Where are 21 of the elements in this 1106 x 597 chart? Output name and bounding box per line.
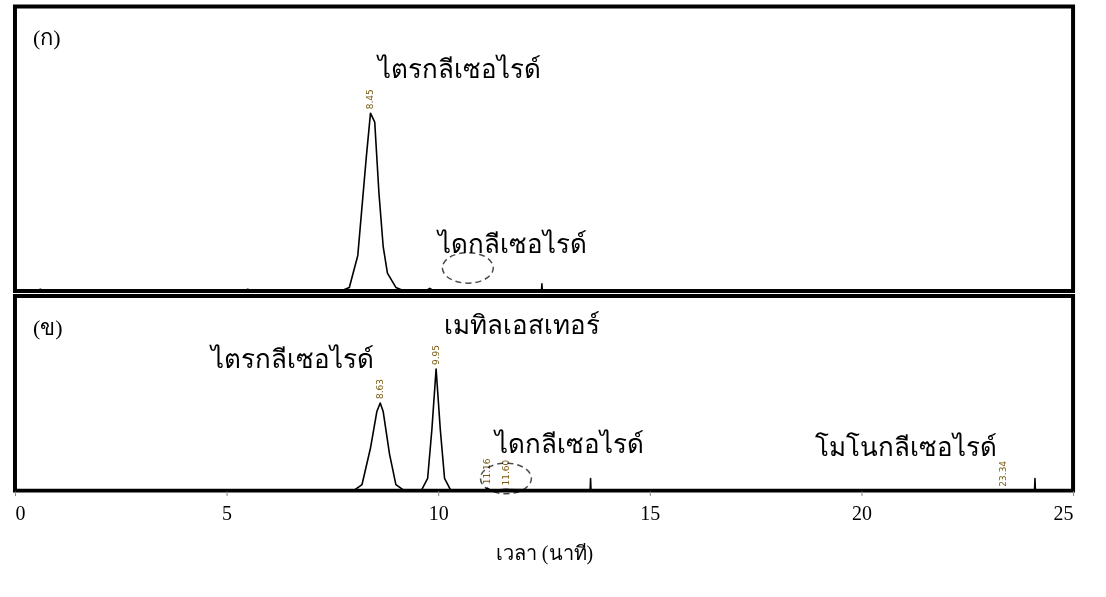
- annotation: ไตรกลีเซอไรด์: [209, 344, 375, 375]
- x-tick-label: 25: [1053, 502, 1074, 525]
- text: (ข): [32, 314, 63, 340]
- annotation: เมทิลเอสเทอร์: [444, 311, 601, 341]
- annotation: 11.16: [482, 458, 493, 485]
- annotation: ไดกลีเซอไรด์: [493, 429, 645, 460]
- annotation: 8.45: [365, 89, 376, 110]
- annotation: โมโนกลีเซอไรด์: [814, 431, 997, 462]
- annotation: 9.95: [431, 345, 442, 365]
- x-axis-title: เวลา (นาที): [495, 542, 594, 565]
- annotation: 11.60: [500, 459, 511, 486]
- x-tick-label: 15: [640, 502, 661, 525]
- annotation: ไดกลีเซอไรด์: [435, 229, 587, 260]
- text: (ก): [32, 25, 61, 51]
- annotation: ไตรกลีเซอไรด์: [376, 54, 542, 85]
- annotation: 23.34: [997, 460, 1008, 487]
- x-tick-label: 20: [851, 502, 872, 525]
- annotation: 8.63: [375, 379, 386, 400]
- x-tick-label: 5: [222, 502, 233, 525]
- x-tick-label: 10: [428, 502, 449, 525]
- x-tick-label: 0: [15, 502, 26, 525]
